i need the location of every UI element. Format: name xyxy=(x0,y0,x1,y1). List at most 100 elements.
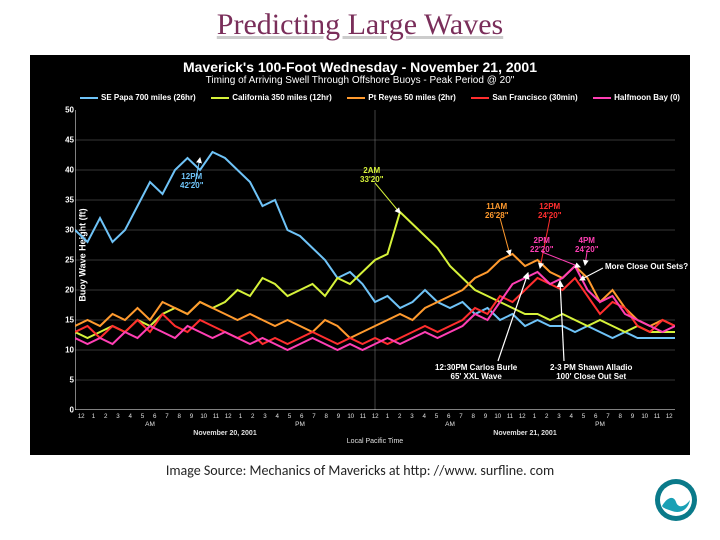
x-tick: 1 xyxy=(528,413,540,420)
annotation-a2: 2AM33'20" xyxy=(360,167,384,185)
x-center-label: Local Pacific Time xyxy=(75,438,675,445)
x-tick: 4 xyxy=(271,413,283,420)
annotation-b2: 2-3 PM Shawn Alladio100' Close Out Set xyxy=(550,363,632,381)
slide-title: Predicting Large Waves xyxy=(0,8,720,42)
legend-swatch xyxy=(347,97,365,99)
y-tick: 10 xyxy=(65,346,74,355)
x-tick: 11 xyxy=(210,413,222,420)
x-sub-label: PM xyxy=(295,421,305,428)
legend-label: Pt Reyes 50 miles (2hr) xyxy=(368,93,456,102)
x-tick: 2 xyxy=(100,413,112,420)
x-tick: 4 xyxy=(565,413,577,420)
annotation-a6: 4PM24'20" xyxy=(575,237,599,255)
x-tick: 6 xyxy=(443,413,455,420)
legend-item: Halfmoon Bay (0) xyxy=(593,93,680,102)
image-caption: Image Source: Mechanics of Mavericks at … xyxy=(0,462,720,479)
x-sub-label: AM xyxy=(445,421,455,428)
x-tick: 6 xyxy=(296,413,308,420)
x-tick: 9 xyxy=(185,413,197,420)
annotation-a7: More Close Out Sets? xyxy=(605,263,688,272)
x-tick: 12 xyxy=(516,413,528,420)
x-tick: 10 xyxy=(198,413,210,420)
x-tick: 12 xyxy=(369,413,381,420)
x-tick: 6 xyxy=(149,413,161,420)
x-tick: 10 xyxy=(492,413,504,420)
x-tick: 4 xyxy=(418,413,430,420)
x-date-label: November 21, 2001 xyxy=(493,430,556,437)
x-tick: 11 xyxy=(504,413,516,420)
legend: SE Papa 700 miles (26hr) California 350 m… xyxy=(80,93,680,102)
x-tick: 12 xyxy=(75,413,87,420)
y-tick: 35 xyxy=(65,196,74,205)
chart-subtitle: Timing of Arriving Swell Through Offshor… xyxy=(30,75,690,86)
legend-swatch xyxy=(593,97,611,99)
x-tick: 2 xyxy=(541,413,553,420)
x-tick: 11 xyxy=(357,413,369,420)
x-tick: 9 xyxy=(626,413,638,420)
x-tick: 10 xyxy=(345,413,357,420)
x-tick: 3 xyxy=(259,413,271,420)
x-tick: 4 xyxy=(124,413,136,420)
x-tick: 8 xyxy=(320,413,332,420)
legend-label: San Francisco (30min) xyxy=(492,93,577,102)
y-tick: 45 xyxy=(65,136,74,145)
x-tick: 8 xyxy=(467,413,479,420)
y-tick: 0 xyxy=(70,406,74,415)
annotation-a1: 12PM42'20" xyxy=(180,173,204,191)
x-sub-label: PM xyxy=(595,421,605,428)
x-tick: 2 xyxy=(247,413,259,420)
x-tick: 10 xyxy=(639,413,651,420)
x-tick: 3 xyxy=(553,413,565,420)
legend-item: SE Papa 700 miles (26hr) xyxy=(80,93,196,102)
x-sub-label: AM xyxy=(145,421,155,428)
x-tick: 11 xyxy=(651,413,663,420)
x-tick: 12 xyxy=(222,413,234,420)
y-tick: 15 xyxy=(65,316,74,325)
x-tick: 7 xyxy=(455,413,467,420)
y-tick: 5 xyxy=(70,376,74,385)
x-tick: 7 xyxy=(161,413,173,420)
y-tick: 25 xyxy=(65,256,74,265)
annotation-a5: 2PM22'20" xyxy=(530,237,554,255)
x-tick: 8 xyxy=(173,413,185,420)
chart-title: Maverick's 100-Foot Wednesday - November… xyxy=(30,55,690,75)
x-tick: 2 xyxy=(394,413,406,420)
annotation-b1: 12:30PM Carlos Burle65' XXL Wave xyxy=(435,363,517,381)
annotation-a4: 12PM24'20" xyxy=(538,203,562,221)
legend-label: Halfmoon Bay (0) xyxy=(614,93,680,102)
legend-swatch xyxy=(80,97,98,99)
legend-label: SE Papa 700 miles (26hr) xyxy=(101,93,196,102)
x-tick: 7 xyxy=(602,413,614,420)
y-tick: 30 xyxy=(65,226,74,235)
x-tick: 5 xyxy=(430,413,442,420)
wave-logo-icon xyxy=(654,478,698,522)
x-tick: 7 xyxy=(308,413,320,420)
legend-item: San Francisco (30min) xyxy=(471,93,577,102)
x-tick: 5 xyxy=(136,413,148,420)
x-tick: 6 xyxy=(590,413,602,420)
y-tick: 20 xyxy=(65,286,74,295)
legend-label: California 350 miles (12hr) xyxy=(232,93,332,102)
x-date-label: November 20, 2001 xyxy=(193,430,256,437)
y-tick: 50 xyxy=(65,106,74,115)
x-tick: 8 xyxy=(614,413,626,420)
x-tick: 3 xyxy=(112,413,124,420)
x-axis: 1212345678910111212345678910111212345678… xyxy=(75,413,675,445)
x-tick: 5 xyxy=(283,413,295,420)
x-tick: 9 xyxy=(479,413,491,420)
x-tick: 9 xyxy=(332,413,344,420)
legend-item: Pt Reyes 50 miles (2hr) xyxy=(347,93,456,102)
x-tick: 1 xyxy=(87,413,99,420)
x-tick: 1 xyxy=(234,413,246,420)
x-tick: 12 xyxy=(663,413,675,420)
legend-swatch xyxy=(471,97,489,99)
x-tick: 3 xyxy=(406,413,418,420)
x-tick: 5 xyxy=(577,413,589,420)
legend-swatch xyxy=(211,97,229,99)
legend-item: California 350 miles (12hr) xyxy=(211,93,332,102)
x-tick: 1 xyxy=(381,413,393,420)
y-tick: 40 xyxy=(65,166,74,175)
chart-panel: Maverick's 100-Foot Wednesday - November… xyxy=(30,55,690,455)
y-axis-ticks: 05101520253035404550 xyxy=(58,110,74,410)
annotation-a3: 11AM26'28" xyxy=(485,203,509,221)
